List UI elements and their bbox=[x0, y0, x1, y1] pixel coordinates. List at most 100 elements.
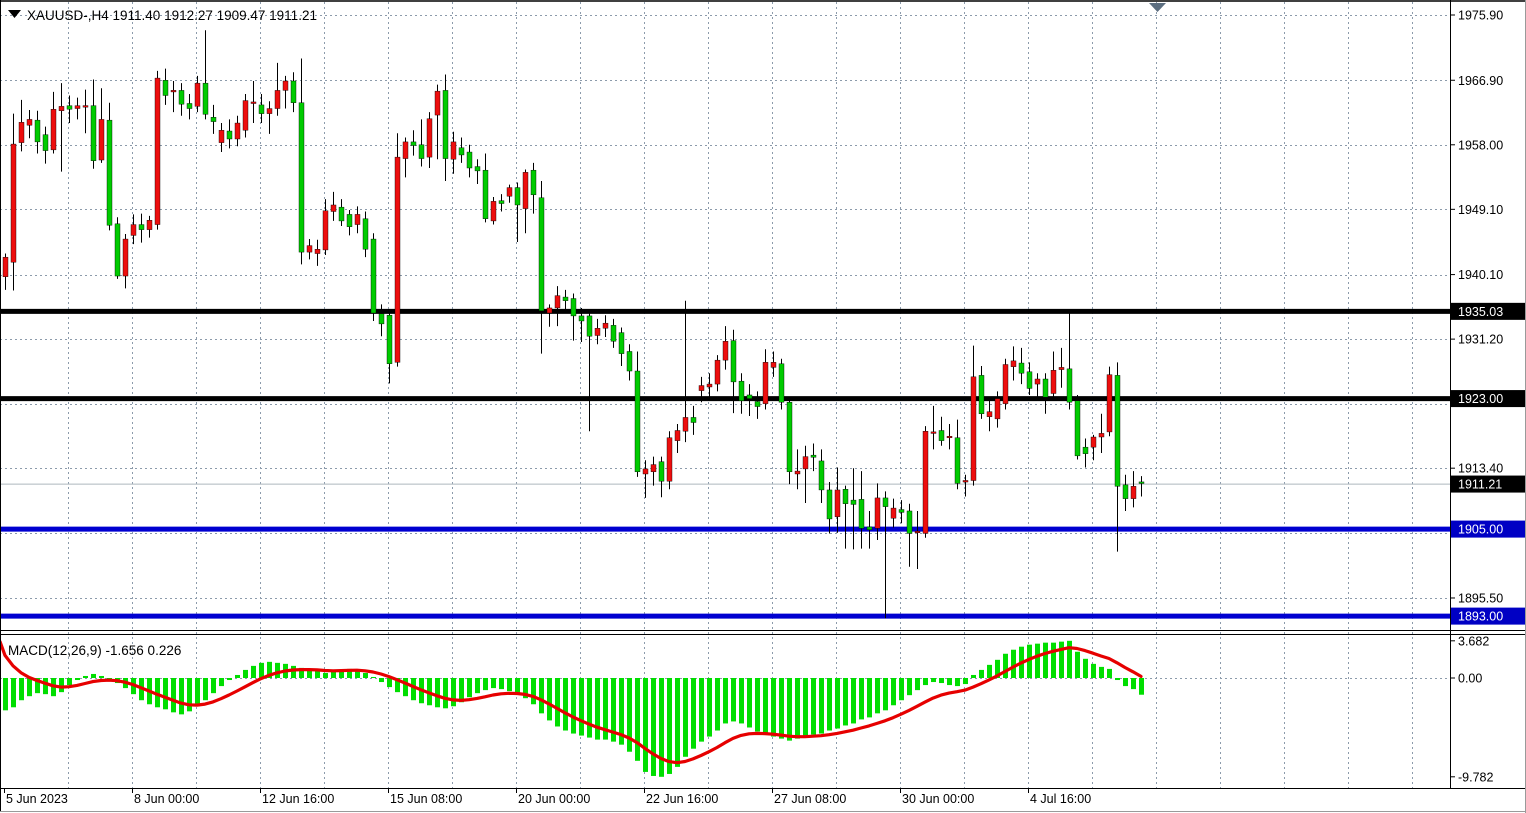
candle bbox=[98, 119, 105, 161]
candle bbox=[234, 122, 241, 140]
macd-bar bbox=[1067, 640, 1072, 678]
candle bbox=[498, 200, 505, 204]
candle bbox=[170, 90, 177, 93]
macd-bar bbox=[619, 678, 624, 745]
candle bbox=[258, 104, 265, 114]
macd-bar bbox=[1107, 668, 1112, 678]
macd-bar bbox=[371, 676, 376, 678]
macd-bar bbox=[451, 678, 456, 707]
candle bbox=[938, 430, 945, 441]
chart-shift-marker-icon[interactable] bbox=[1149, 3, 1166, 12]
time-tick-label: 8 Jun 00:00 bbox=[134, 792, 199, 806]
macd-bar bbox=[499, 678, 504, 690]
candle bbox=[1122, 484, 1129, 499]
candle bbox=[1010, 360, 1017, 367]
macd-bar bbox=[1059, 641, 1064, 678]
macd-bar bbox=[387, 678, 392, 688]
candle bbox=[298, 102, 305, 253]
price-badge bbox=[1451, 390, 1525, 408]
candle bbox=[1058, 367, 1065, 370]
candle bbox=[202, 82, 209, 115]
macd-bar bbox=[27, 678, 32, 697]
macd-bar bbox=[355, 669, 360, 678]
candle bbox=[570, 298, 577, 317]
candle bbox=[842, 489, 849, 504]
candle bbox=[658, 461, 665, 482]
candle bbox=[114, 223, 121, 277]
price-axis-area[interactable] bbox=[1450, 0, 1526, 788]
candle bbox=[1018, 362, 1025, 374]
macd-signal-line bbox=[0, 639, 1143, 765]
macd-bar bbox=[179, 678, 184, 715]
price-tick-label: 1966.90 bbox=[1458, 74, 1503, 88]
candle bbox=[290, 80, 297, 103]
macd-bar bbox=[699, 678, 704, 742]
candle bbox=[986, 411, 993, 417]
macd-bar bbox=[35, 678, 40, 694]
candle bbox=[962, 480, 969, 483]
macd-bar bbox=[491, 678, 496, 689]
candle bbox=[890, 507, 897, 519]
candle bbox=[546, 307, 553, 314]
candle bbox=[18, 122, 25, 143]
chart-plot-area[interactable] bbox=[0, 8, 1450, 630]
candle bbox=[1082, 446, 1089, 454]
candle bbox=[346, 214, 353, 227]
macd-bar bbox=[523, 678, 528, 699]
macd-bar bbox=[291, 665, 296, 678]
macd-bar bbox=[315, 670, 320, 678]
candle bbox=[426, 118, 433, 158]
candle bbox=[74, 105, 81, 109]
price-badge bbox=[1451, 520, 1525, 538]
time-tick-label: 12 Jun 16:00 bbox=[262, 792, 334, 806]
macd-bar bbox=[867, 678, 872, 718]
candle bbox=[1034, 378, 1041, 385]
time-tick-label: 15 Jun 08:00 bbox=[390, 792, 462, 806]
macd-bar bbox=[931, 678, 936, 683]
candle bbox=[194, 82, 201, 107]
candle bbox=[450, 141, 457, 160]
macd-bar bbox=[755, 678, 760, 732]
macd-panel-area[interactable] bbox=[0, 636, 1450, 786]
time-axis-area[interactable] bbox=[0, 789, 1450, 811]
price-badge-label: 1935.03 bbox=[1458, 305, 1503, 319]
candle bbox=[442, 90, 449, 159]
time-tick-label: 30 Jun 00:00 bbox=[902, 792, 974, 806]
candle bbox=[266, 108, 273, 114]
macd-bar bbox=[83, 675, 88, 678]
macd-bar bbox=[827, 678, 832, 731]
macd-bar bbox=[187, 678, 192, 712]
macd-bar bbox=[683, 678, 688, 757]
macd-bar bbox=[603, 678, 608, 740]
candle bbox=[482, 169, 489, 219]
macd-bar bbox=[11, 678, 16, 708]
candle bbox=[506, 187, 513, 197]
price-tick-label: 1913.40 bbox=[1458, 462, 1503, 476]
candle bbox=[394, 156, 401, 363]
macd-bar bbox=[763, 678, 768, 735]
macd-bar bbox=[787, 678, 792, 741]
candle bbox=[1026, 371, 1033, 389]
candle bbox=[730, 340, 737, 383]
candle bbox=[530, 169, 537, 196]
candle bbox=[978, 375, 985, 415]
candle bbox=[562, 296, 569, 301]
candle bbox=[778, 363, 785, 403]
macd-bar bbox=[515, 678, 520, 695]
macd-bar bbox=[1099, 666, 1104, 678]
candle bbox=[818, 460, 825, 491]
macd-bar bbox=[851, 678, 856, 724]
candle bbox=[650, 464, 657, 473]
macd-tick-label: 0.00 bbox=[1458, 672, 1482, 686]
candle bbox=[786, 402, 793, 473]
macd-bar bbox=[235, 674, 240, 678]
price-level-lines[interactable] bbox=[0, 308, 1450, 619]
macd-bar bbox=[403, 678, 408, 697]
macd-bar bbox=[547, 678, 552, 721]
candle bbox=[370, 238, 377, 314]
macd-bar bbox=[539, 678, 544, 714]
candle bbox=[946, 436, 953, 439]
collapse-triangle-icon[interactable] bbox=[8, 10, 21, 18]
candle bbox=[250, 101, 257, 104]
